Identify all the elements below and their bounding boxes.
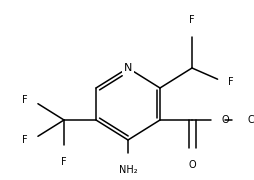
Text: F: F bbox=[61, 157, 67, 167]
Text: O: O bbox=[222, 115, 230, 125]
Text: F: F bbox=[189, 15, 195, 25]
Text: N: N bbox=[124, 63, 132, 73]
Text: F: F bbox=[22, 135, 28, 145]
Text: NH₂: NH₂ bbox=[119, 165, 137, 175]
Text: CH₃: CH₃ bbox=[248, 115, 254, 125]
Text: N: N bbox=[124, 63, 132, 73]
Text: F: F bbox=[22, 95, 28, 105]
Text: F: F bbox=[228, 77, 234, 87]
Text: O: O bbox=[188, 160, 196, 170]
